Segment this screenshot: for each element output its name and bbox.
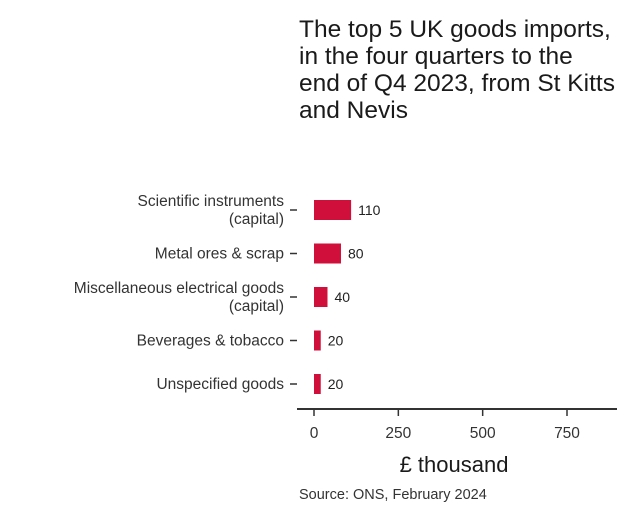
category-label: Unspecified goods [156, 376, 284, 393]
source-note: Source: ONS, February 2024 [299, 487, 487, 503]
x-axis-ticks: 0 250 500 750 [310, 409, 580, 442]
bar [314, 200, 352, 220]
category-label: Beverages & tobacco [137, 333, 284, 350]
bar [314, 243, 341, 264]
category-label: Metal ores & scrap [155, 246, 284, 263]
bars [314, 200, 352, 394]
x-tick-label: 0 [310, 425, 319, 442]
chart-title: The top 5 UK goods imports, in the four … [299, 16, 615, 124]
bar-value-label: 20 [328, 333, 344, 349]
bar [314, 374, 321, 394]
bar [314, 287, 328, 307]
value-labels: 110 80 40 20 20 [328, 202, 381, 392]
bar-value-label: 40 [334, 289, 350, 305]
bar-value-label: 110 [358, 202, 381, 218]
category-label: Miscellaneous electrical goods (capital) [74, 280, 284, 315]
category-label: Scientific instruments (capital) [138, 193, 285, 228]
x-axis-title: £ thousand [400, 452, 509, 477]
x-tick-label: 500 [470, 425, 496, 442]
bar [314, 330, 321, 351]
bar-value-label: 20 [328, 376, 344, 392]
category-axis: Scientific instruments (capital) Metal ore… [74, 193, 297, 393]
bar-value-label: 80 [348, 246, 364, 262]
x-tick-label: 750 [554, 425, 580, 442]
x-tick-label: 250 [385, 425, 411, 442]
